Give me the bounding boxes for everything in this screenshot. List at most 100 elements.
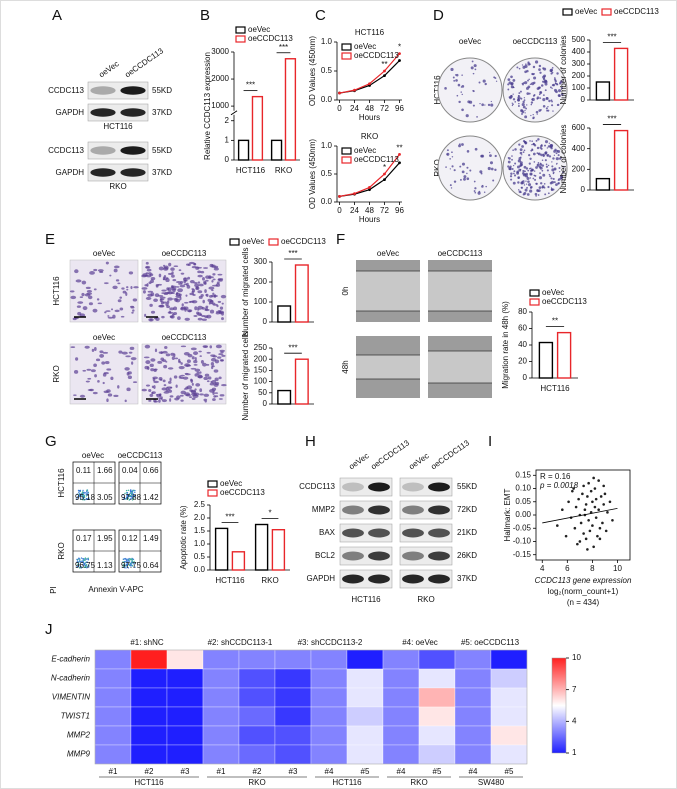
legend-swatch bbox=[562, 8, 573, 16]
point bbox=[576, 542, 579, 546]
cell bbox=[87, 295, 93, 300]
band bbox=[120, 168, 146, 177]
bar bbox=[270, 139, 283, 161]
cell bbox=[145, 261, 149, 265]
colony bbox=[546, 147, 549, 149]
event bbox=[122, 558, 125, 560]
cell bbox=[209, 263, 214, 268]
point bbox=[597, 479, 600, 482]
heat-cell bbox=[310, 649, 348, 670]
colony bbox=[544, 89, 547, 92]
colony bbox=[521, 181, 524, 185]
y-tick-label: 500 bbox=[572, 35, 586, 44]
panel-label: G bbox=[45, 433, 57, 450]
cell bbox=[173, 306, 178, 311]
x-tick-label: 96 bbox=[395, 206, 404, 215]
colony bbox=[555, 183, 558, 187]
colony bbox=[544, 79, 548, 83]
point bbox=[338, 195, 341, 198]
cell bbox=[178, 358, 181, 362]
cell bbox=[75, 279, 82, 283]
heat-cell bbox=[490, 744, 528, 765]
colony bbox=[527, 62, 531, 66]
protein-label: GAPDH bbox=[56, 108, 85, 117]
cell bbox=[121, 287, 125, 290]
cell bbox=[180, 272, 185, 275]
colony bbox=[541, 80, 545, 83]
event bbox=[132, 563, 134, 565]
axis-title: Annexin V-APC bbox=[88, 585, 143, 594]
cell bbox=[85, 286, 91, 290]
cell bbox=[206, 380, 210, 383]
cell bbox=[92, 391, 98, 395]
event bbox=[80, 494, 83, 496]
colony bbox=[559, 176, 563, 180]
cell bbox=[189, 396, 193, 398]
quadrant-value: 0.66 bbox=[143, 466, 159, 475]
cell bbox=[144, 313, 147, 318]
cell bbox=[110, 376, 114, 381]
event bbox=[130, 564, 132, 566]
cell bbox=[141, 388, 147, 392]
bar bbox=[277, 305, 292, 323]
colony bbox=[548, 155, 552, 158]
cell bbox=[175, 384, 178, 388]
event bbox=[87, 497, 90, 500]
band bbox=[402, 482, 424, 492]
colony bbox=[526, 186, 528, 189]
point bbox=[353, 192, 356, 196]
legend-label: oeCCDC113 bbox=[542, 297, 587, 306]
cell bbox=[101, 361, 106, 365]
cell bbox=[113, 268, 118, 273]
cell bbox=[146, 283, 149, 287]
cell bbox=[148, 388, 152, 393]
significance: ** bbox=[396, 144, 402, 153]
colony bbox=[541, 185, 545, 189]
heat-cell bbox=[202, 725, 240, 746]
bar bbox=[538, 341, 554, 379]
colony bbox=[480, 154, 484, 158]
cell bbox=[73, 394, 77, 397]
cell bbox=[152, 376, 158, 380]
cell bbox=[194, 306, 198, 311]
cell bbox=[120, 315, 125, 318]
colony bbox=[546, 169, 549, 172]
heat-cell bbox=[382, 668, 420, 689]
colony bbox=[542, 94, 545, 97]
cell bbox=[168, 262, 172, 267]
bar bbox=[595, 81, 611, 101]
colony bbox=[539, 146, 542, 149]
colony bbox=[532, 152, 536, 156]
colony bbox=[553, 78, 557, 81]
cell bbox=[204, 289, 207, 293]
colony bbox=[547, 145, 551, 148]
cell bbox=[171, 356, 175, 361]
event bbox=[126, 561, 129, 564]
cell bbox=[91, 348, 95, 352]
colony bbox=[531, 82, 535, 86]
cell bbox=[187, 276, 191, 280]
heat-cell bbox=[418, 668, 456, 689]
colony bbox=[551, 161, 553, 163]
colony bbox=[540, 84, 544, 87]
row-label: E-cadherin bbox=[51, 655, 90, 664]
colony bbox=[555, 152, 558, 155]
cell bbox=[127, 375, 133, 380]
event bbox=[132, 558, 135, 561]
heat-cell bbox=[490, 668, 528, 689]
cell-label: HCT116 bbox=[351, 595, 381, 604]
heat-cell bbox=[310, 668, 348, 689]
heat-cell bbox=[238, 687, 276, 708]
event bbox=[82, 564, 84, 567]
cell bbox=[150, 368, 155, 372]
x-tick-label: 6 bbox=[565, 564, 570, 573]
cell bbox=[173, 375, 178, 379]
colony bbox=[512, 93, 514, 95]
cell bbox=[169, 395, 174, 398]
colony bbox=[542, 104, 546, 108]
heat-cell bbox=[310, 706, 348, 727]
band bbox=[402, 505, 424, 515]
protein-label: CCDC113 bbox=[299, 482, 335, 491]
quadrant-value: 0.04 bbox=[122, 466, 138, 475]
significance: *** bbox=[279, 43, 288, 52]
